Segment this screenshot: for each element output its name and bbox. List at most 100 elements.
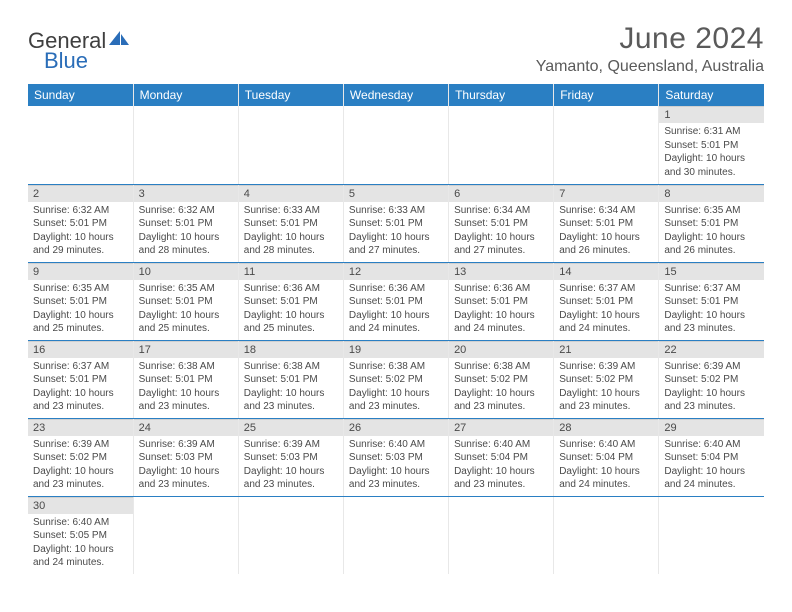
sunset-text: Sunset: 5:02 PM bbox=[33, 451, 128, 465]
calendar-cell: 23 Sunrise: 6:39 AMSunset: 5:02 PMDayligh… bbox=[28, 418, 133, 496]
sunrise-text: Sunrise: 6:36 AM bbox=[244, 282, 338, 296]
daylight-text-2: and 23 minutes. bbox=[139, 400, 233, 414]
day-text: Sunrise: 6:34 AMSunset: 5:01 PMDaylight:… bbox=[554, 202, 658, 261]
day-text: Sunrise: 6:35 AMSunset: 5:01 PMDaylight:… bbox=[134, 280, 238, 339]
sunset-text: Sunset: 5:01 PM bbox=[559, 217, 653, 231]
calendar-row: 16Sunrise: 6:37 AMSunset: 5:01 PMDayligh… bbox=[28, 340, 764, 418]
sunset-text: Sunset: 5:02 PM bbox=[349, 373, 443, 387]
daylight-text-1: Daylight: 10 hours bbox=[454, 309, 548, 323]
sunrise-text: Sunrise: 6:40 AM bbox=[349, 438, 443, 452]
calendar-cell bbox=[28, 106, 133, 184]
daylight-text-2: and 23 minutes. bbox=[33, 400, 128, 414]
sunset-text: Sunset: 5:02 PM bbox=[664, 373, 759, 387]
calendar-cell: 2Sunrise: 6:32 AMSunset: 5:01 PMDaylight… bbox=[28, 184, 133, 262]
sunrise-text: Sunrise: 6:34 AM bbox=[454, 204, 548, 218]
day-number: 16 bbox=[28, 341, 133, 358]
calendar-cell: 19 Sunrise: 6:38 AMSunset: 5:02 PMDayligh… bbox=[343, 340, 448, 418]
day-number: 14 bbox=[554, 263, 658, 280]
calendar-cell: 7Sunrise: 6:34 AMSunset: 5:01 PMDaylight… bbox=[554, 184, 659, 262]
page-subtitle: Yamanto, Queensland, Australia bbox=[536, 58, 764, 76]
sunrise-text: Sunrise: 6:36 AM bbox=[454, 282, 548, 296]
calendar-cell: 22Sunrise: 6:39 AMSunset: 5:02 PMDayligh… bbox=[659, 340, 764, 418]
daylight-text-1: Daylight: 10 hours bbox=[664, 465, 759, 479]
daylight-text-1: Daylight: 10 hours bbox=[664, 309, 759, 323]
calendar-cell: 11Sunrise: 6:36 AMSunset: 5:01 PMDayligh… bbox=[238, 262, 343, 340]
day-number: 8 bbox=[659, 185, 764, 202]
day-text: Sunrise: 6:40 AMSunset: 5:04 PMDaylight:… bbox=[449, 436, 553, 495]
sunset-text: Sunset: 5:01 PM bbox=[349, 295, 443, 309]
daylight-text-1: Daylight: 10 hours bbox=[664, 152, 759, 166]
sail-icon bbox=[108, 30, 130, 53]
calendar-cell: 12Sunrise: 6:36 AMSunset: 5:01 PMDayligh… bbox=[343, 262, 448, 340]
day-text: Sunrise: 6:38 AMSunset: 5:01 PMDaylight:… bbox=[134, 358, 238, 417]
sunset-text: Sunset: 5:02 PM bbox=[559, 373, 653, 387]
sunrise-text: Sunrise: 6:37 AM bbox=[559, 282, 653, 296]
day-text: Sunrise: 6:40 AMSunset: 5:03 PMDaylight:… bbox=[344, 436, 448, 495]
calendar-cell: 14Sunrise: 6:37 AMSunset: 5:01 PMDayligh… bbox=[554, 262, 659, 340]
day-number: 12 bbox=[344, 263, 448, 280]
day-text: Sunrise: 6:39 AMSunset: 5:03 PMDaylight:… bbox=[134, 436, 238, 495]
daylight-text-2: and 28 minutes. bbox=[139, 244, 233, 258]
daylight-text-1: Daylight: 10 hours bbox=[33, 465, 128, 479]
daylight-text-1: Daylight: 10 hours bbox=[139, 309, 233, 323]
weekday-header: Tuesday bbox=[238, 84, 343, 106]
day-number: 26 bbox=[344, 419, 448, 436]
daylight-text-1: Daylight: 10 hours bbox=[664, 387, 759, 401]
calendar-cell: 17Sunrise: 6:38 AMSunset: 5:01 PMDayligh… bbox=[133, 340, 238, 418]
sunrise-text: Sunrise: 6:39 AM bbox=[664, 360, 759, 374]
daylight-text-2: and 27 minutes. bbox=[454, 244, 548, 258]
sunrise-text: Sunrise: 6:33 AM bbox=[349, 204, 443, 218]
day-number: 29 bbox=[659, 419, 764, 436]
sunset-text: Sunset: 5:01 PM bbox=[244, 373, 338, 387]
daylight-text-1: Daylight: 10 hours bbox=[244, 465, 338, 479]
day-number: 28 bbox=[554, 419, 658, 436]
day-number: 21 bbox=[554, 341, 658, 358]
calendar-cell: 6Sunrise: 6:34 AMSunset: 5:01 PMDaylight… bbox=[449, 184, 554, 262]
sunrise-text: Sunrise: 6:39 AM bbox=[559, 360, 653, 374]
day-number: 23 bbox=[28, 419, 133, 436]
sunset-text: Sunset: 5:01 PM bbox=[664, 217, 759, 231]
sunrise-text: Sunrise: 6:36 AM bbox=[349, 282, 443, 296]
day-number: 3 bbox=[134, 185, 238, 202]
calendar-cell: 10Sunrise: 6:35 AMSunset: 5:01 PMDayligh… bbox=[133, 262, 238, 340]
sunrise-text: Sunrise: 6:40 AM bbox=[559, 438, 653, 452]
sunrise-text: Sunrise: 6:32 AM bbox=[139, 204, 233, 218]
sunrise-text: Sunrise: 6:39 AM bbox=[139, 438, 233, 452]
calendar-cell: 26Sunrise: 6:40 AMSunset: 5:03 PMDayligh… bbox=[343, 418, 448, 496]
daylight-text-2: and 24 minutes. bbox=[559, 322, 653, 336]
day-text: Sunrise: 6:31 AMSunset: 5:01 PMDaylight:… bbox=[659, 123, 764, 182]
daylight-text-1: Daylight: 10 hours bbox=[454, 231, 548, 245]
sunset-text: Sunset: 5:03 PM bbox=[139, 451, 233, 465]
daylight-text-1: Daylight: 10 hours bbox=[244, 309, 338, 323]
day-text: Sunrise: 6:40 AMSunset: 5:04 PMDaylight:… bbox=[659, 436, 764, 495]
calendar-cell: 24Sunrise: 6:39 AMSunset: 5:03 PMDayligh… bbox=[133, 418, 238, 496]
day-number: 6 bbox=[449, 185, 553, 202]
header: General June 2024 Yamanto, Queensland, A… bbox=[28, 22, 764, 76]
daylight-text-1: Daylight: 10 hours bbox=[559, 309, 653, 323]
daylight-text-2: and 23 minutes. bbox=[454, 400, 548, 414]
daylight-text-1: Daylight: 10 hours bbox=[454, 387, 548, 401]
sunset-text: Sunset: 5:04 PM bbox=[454, 451, 548, 465]
calendar-row: 30Sunrise: 6:40 AMSunset: 5:05 PMDayligh… bbox=[28, 496, 764, 574]
daylight-text-2: and 24 minutes. bbox=[664, 478, 759, 492]
day-text: Sunrise: 6:39 AMSunset: 5:03 PMDaylight:… bbox=[239, 436, 343, 495]
calendar-cell: 29Sunrise: 6:40 AMSunset: 5:04 PMDayligh… bbox=[659, 418, 764, 496]
sunrise-text: Sunrise: 6:35 AM bbox=[664, 204, 759, 218]
sunrise-text: Sunrise: 6:35 AM bbox=[33, 282, 128, 296]
day-number: 4 bbox=[239, 185, 343, 202]
sunrise-text: Sunrise: 6:38 AM bbox=[349, 360, 443, 374]
day-text: Sunrise: 6:40 AMSunset: 5:04 PMDaylight:… bbox=[554, 436, 658, 495]
day-text: Sunrise: 6:36 AMSunset: 5:01 PMDaylight:… bbox=[344, 280, 448, 339]
sunrise-text: Sunrise: 6:38 AM bbox=[454, 360, 548, 374]
sunset-text: Sunset: 5:03 PM bbox=[349, 451, 443, 465]
calendar-cell: 18Sunrise: 6:38 AMSunset: 5:01 PMDayligh… bbox=[238, 340, 343, 418]
calendar-cell: 3Sunrise: 6:32 AMSunset: 5:01 PMDaylight… bbox=[133, 184, 238, 262]
daylight-text-1: Daylight: 10 hours bbox=[244, 387, 338, 401]
day-number: 19 bbox=[344, 341, 448, 358]
calendar-body: 1Sunrise: 6:31 AMSunset: 5:01 PMDaylight… bbox=[28, 106, 764, 574]
weekday-row: SundayMondayTuesdayWednesdayThursdayFrid… bbox=[28, 84, 764, 106]
sunrise-text: Sunrise: 6:39 AM bbox=[33, 438, 128, 452]
sunset-text: Sunset: 5:02 PM bbox=[454, 373, 548, 387]
daylight-text-1: Daylight: 10 hours bbox=[349, 387, 443, 401]
calendar-cell: 4Sunrise: 6:33 AMSunset: 5:01 PMDaylight… bbox=[238, 184, 343, 262]
